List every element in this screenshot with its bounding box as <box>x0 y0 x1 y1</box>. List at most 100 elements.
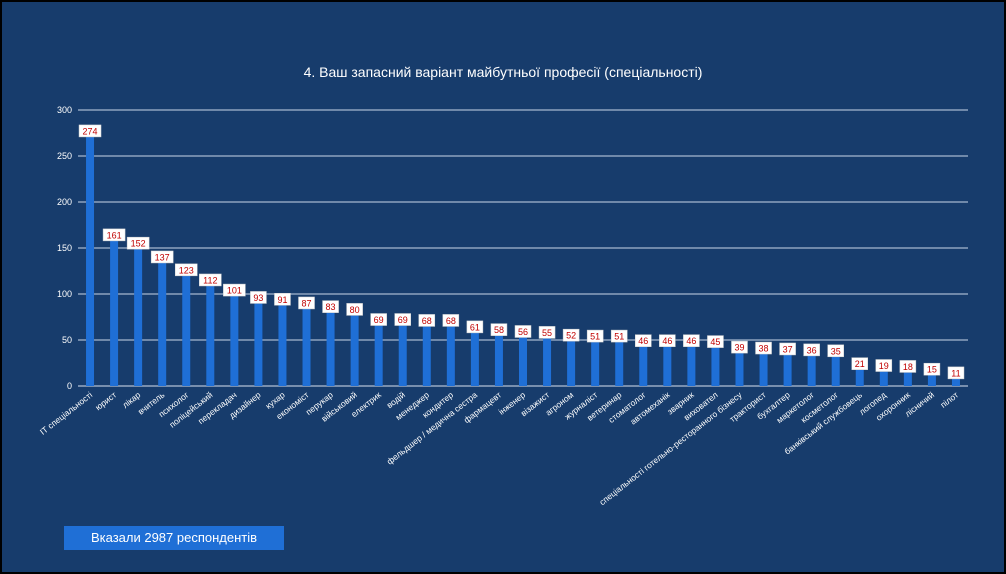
data-label-box <box>635 334 652 347</box>
data-label-box <box>466 320 484 334</box>
data-label: 123 <box>179 265 194 275</box>
data-label: 45 <box>710 337 720 347</box>
data-label-box <box>102 228 126 242</box>
bar <box>903 369 912 386</box>
data-label: 83 <box>326 302 336 312</box>
data-label: 46 <box>662 336 672 346</box>
data-label: 38 <box>759 344 769 354</box>
bar <box>783 351 792 386</box>
bar <box>567 338 576 386</box>
data-label: 19 <box>879 361 889 371</box>
data-label-box <box>827 344 844 358</box>
data-label: 93 <box>253 293 263 303</box>
data-label-box <box>199 273 222 287</box>
data-label-box <box>322 300 339 313</box>
data-label: 52 <box>566 331 576 341</box>
data-label: 36 <box>807 345 817 355</box>
data-label-box <box>223 283 246 297</box>
bar <box>182 272 191 386</box>
data-label-box <box>610 329 628 343</box>
data-label-box <box>947 366 965 380</box>
data-label-box <box>370 313 387 326</box>
data-label-box <box>923 362 941 376</box>
bar <box>831 353 840 386</box>
data-label: 80 <box>350 305 360 315</box>
data-label-box <box>150 250 174 264</box>
respondents-note: Вказали 2987 респондентів <box>64 526 284 550</box>
data-label-box <box>394 313 411 326</box>
data-label-box <box>126 236 150 250</box>
data-label-box <box>418 314 436 327</box>
data-label: 69 <box>398 315 408 325</box>
y-tick-label: 0 <box>67 381 72 391</box>
data-label: 18 <box>903 362 913 372</box>
data-label-box <box>851 357 869 370</box>
bar <box>591 339 600 386</box>
data-label: 101 <box>227 286 242 296</box>
bar <box>350 312 359 386</box>
data-label: 39 <box>734 343 744 353</box>
data-label: 37 <box>783 344 793 354</box>
bar <box>422 323 431 386</box>
y-tick-label: 300 <box>57 105 72 115</box>
bar <box>230 293 239 386</box>
data-label: 11 <box>951 368 960 378</box>
bar <box>86 133 95 386</box>
data-label: 46 <box>638 336 648 346</box>
data-label: 21 <box>855 359 865 369</box>
data-label: 112 <box>203 275 217 285</box>
data-label-box <box>683 334 700 347</box>
bar <box>519 334 527 386</box>
data-label: 161 <box>107 230 122 240</box>
data-label-box <box>731 340 748 354</box>
data-label: 137 <box>155 252 170 262</box>
data-label-box <box>514 325 532 338</box>
bar <box>326 309 335 386</box>
data-label: 87 <box>302 298 312 308</box>
data-label: 152 <box>131 239 146 249</box>
data-label: 35 <box>831 346 841 356</box>
data-label: 91 <box>277 295 287 305</box>
bar <box>494 332 503 386</box>
data-label-box <box>803 343 820 357</box>
x-tick-label: ІТ спеціальності <box>38 390 95 437</box>
data-label: 68 <box>422 316 432 326</box>
bar <box>278 302 287 386</box>
bar <box>302 305 311 386</box>
bar <box>398 322 407 386</box>
bar <box>446 323 455 386</box>
x-tick-label: пілот <box>938 390 960 410</box>
data-label: 15 <box>927 365 937 375</box>
bar <box>663 343 672 386</box>
data-label-box <box>586 329 604 343</box>
data-label: 69 <box>374 315 384 325</box>
data-label-box <box>779 342 796 356</box>
bar <box>879 368 888 386</box>
y-tick-label: 50 <box>62 335 72 345</box>
y-tick-label: 150 <box>57 243 72 253</box>
data-label: 274 <box>83 126 98 136</box>
y-tick-label: 200 <box>57 197 72 207</box>
bar <box>639 343 648 386</box>
chart-title: 4. Ваш запасний варіант майбутньої профе… <box>303 64 703 80</box>
bar <box>470 329 479 386</box>
bar <box>855 366 864 386</box>
data-label: 51 <box>614 332 624 342</box>
data-label-box <box>346 303 363 316</box>
bar <box>134 246 143 386</box>
bar <box>759 351 768 386</box>
data-label: 46 <box>686 336 696 346</box>
bar <box>543 335 552 386</box>
data-label-box <box>755 341 772 355</box>
data-label: 56 <box>518 327 528 337</box>
data-label-box <box>442 314 460 327</box>
data-label: 51 <box>590 332 600 342</box>
x-tick-label: юрист <box>93 390 118 413</box>
y-tick-label: 100 <box>57 289 72 299</box>
data-label: 58 <box>494 325 504 335</box>
bar <box>927 372 936 386</box>
bar <box>615 339 624 386</box>
bar <box>735 350 744 386</box>
data-label-box <box>490 323 508 336</box>
data-label: 68 <box>446 316 456 326</box>
